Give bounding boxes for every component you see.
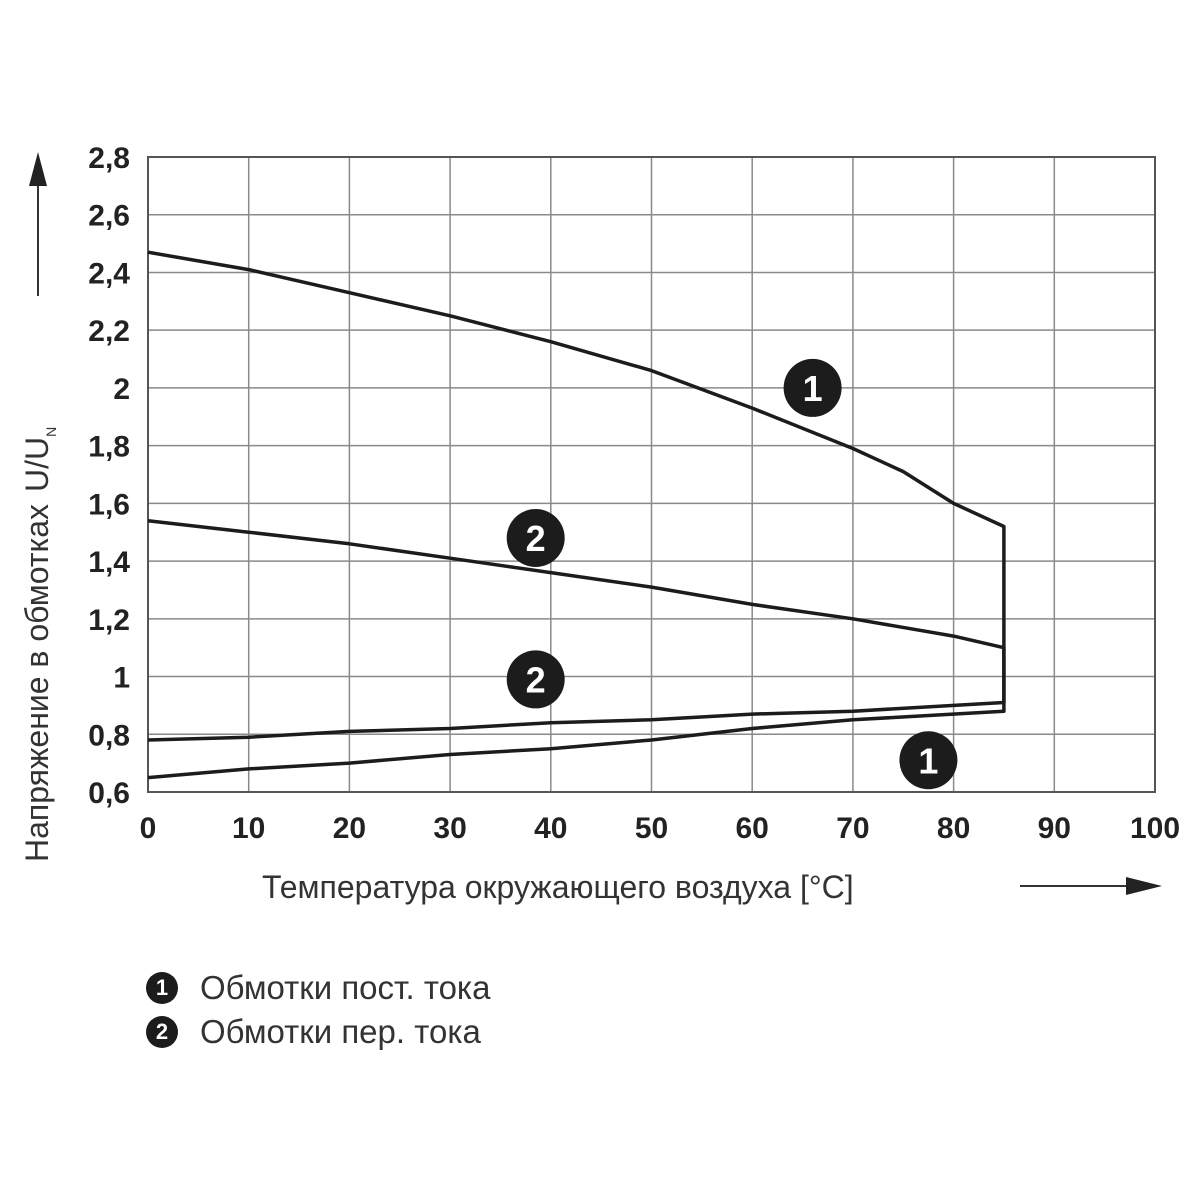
series-marker-1: 1 xyxy=(899,731,958,790)
x-tick-label: 10 xyxy=(232,812,265,845)
legend-label-ac: Обмотки пер. тока xyxy=(200,1013,481,1050)
marker-circle xyxy=(506,650,565,709)
y-tick-label: 2,2 xyxy=(88,315,130,348)
series-marker-2: 2 xyxy=(506,650,565,709)
legend-item-ac: 2 Обмотки пер. тока xyxy=(146,1010,490,1054)
y-tick-label: 0,8 xyxy=(88,719,130,752)
y-tick-label: 1,8 xyxy=(88,431,130,464)
y-tick-label: 0,6 xyxy=(88,777,130,810)
x-tick-label: 100 xyxy=(1130,812,1180,845)
x-tick-label: 30 xyxy=(433,812,466,845)
x-tick-labels: 0 10 20 30 40 50 60 70 80 90 100 xyxy=(140,812,1180,845)
x-tick-label: 50 xyxy=(635,812,668,845)
x-axis-label: Температура окружающего воздуха [°C] xyxy=(262,869,854,905)
chart: 1 1 2 2 0,6 0,8 1 1,2 1,4 1,6 1,8 2 2,2 2,4 2,6 2,8 0 1… xyxy=(19,142,1180,905)
y-tick-labels: 0,6 0,8 1 1,2 1,4 1,6 1,8 2 2,2 2,4 2,6 2,8 xyxy=(88,142,130,810)
y-tick-label: 1,6 xyxy=(88,488,130,521)
marker-circle xyxy=(783,358,842,417)
chart-grid xyxy=(147,156,1156,793)
x-tick-label: 60 xyxy=(736,812,769,845)
y-axis-title: Напряжение в обмотках U/UN xyxy=(19,427,59,862)
x-tick-label: 90 xyxy=(1038,812,1071,845)
y-tick-label: 1 xyxy=(113,662,130,695)
legend: 1 Обмотки пост. тока 2 Обмотки пер. тока xyxy=(146,966,490,1054)
y-tick-label: 1,2 xyxy=(88,604,130,637)
series-markers: 1 1 2 2 xyxy=(506,358,958,790)
x-tick-label: 0 xyxy=(140,812,157,845)
series-line-2 xyxy=(147,518,1006,742)
marker-circle xyxy=(899,731,958,790)
series-line-1 xyxy=(147,250,1006,780)
x-tick-label: 80 xyxy=(937,812,970,845)
marker-number: 1 xyxy=(803,368,823,409)
legend-marker-2: 2 xyxy=(146,1016,178,1048)
legend-marker-1: 1 xyxy=(146,972,178,1004)
y-tick-label: 2,4 xyxy=(88,257,130,290)
series-marker-2: 2 xyxy=(506,509,565,567)
marker-number: 1 xyxy=(918,740,938,781)
y-tick-label: 2 xyxy=(113,373,130,406)
legend-item-dc: 1 Обмотки пост. тока xyxy=(146,966,490,1010)
y-axis-label: Напряжение в обмотках xyxy=(19,504,55,862)
y-tick-label: 2,6 xyxy=(88,200,130,233)
y-tick-label: 2,8 xyxy=(88,142,130,175)
chart-series xyxy=(147,250,1006,780)
legend-label-dc: Обмотки пост. тока xyxy=(200,969,491,1006)
x-tick-label: 40 xyxy=(534,812,567,845)
marker-number: 2 xyxy=(526,518,546,559)
y-tick-label: 1,4 xyxy=(88,546,130,579)
marker-number: 2 xyxy=(526,659,546,700)
x-tick-label: 20 xyxy=(333,812,366,845)
marker-circle xyxy=(506,509,565,567)
y-axis-arrow xyxy=(29,152,47,296)
series-marker-1: 1 xyxy=(783,358,842,417)
x-tick-label: 70 xyxy=(836,812,869,845)
plot-border xyxy=(147,156,1156,793)
y-axis-unit: U/UN xyxy=(19,427,59,492)
x-axis-arrow xyxy=(1020,877,1162,895)
